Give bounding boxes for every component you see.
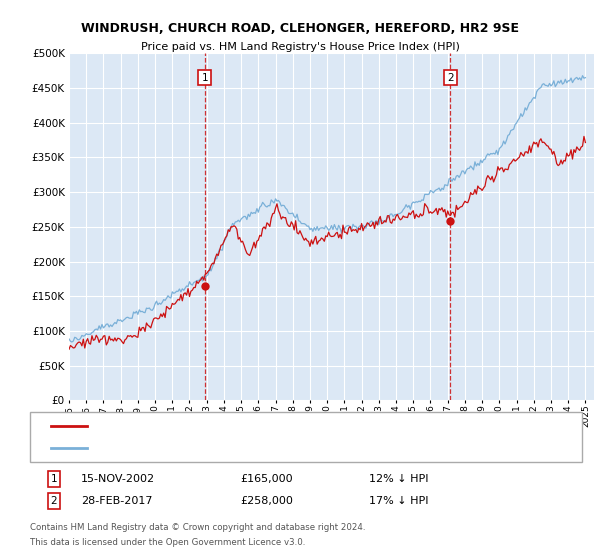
Text: 1: 1 [50,474,58,484]
Text: 2: 2 [50,496,58,506]
Text: Price paid vs. HM Land Registry's House Price Index (HPI): Price paid vs. HM Land Registry's House … [140,42,460,52]
Text: 1: 1 [202,72,208,82]
Text: 12% ↓ HPI: 12% ↓ HPI [369,474,428,484]
Text: £165,000: £165,000 [240,474,293,484]
Text: HPI: Average price, detached house, Herefordshire: HPI: Average price, detached house, Here… [93,443,346,453]
Text: 28-FEB-2017: 28-FEB-2017 [81,496,152,506]
Text: £258,000: £258,000 [240,496,293,506]
Text: 17% ↓ HPI: 17% ↓ HPI [369,496,428,506]
Text: 15-NOV-2002: 15-NOV-2002 [81,474,155,484]
Text: WINDRUSH, CHURCH ROAD, CLEHONGER, HEREFORD, HR2 9SE: WINDRUSH, CHURCH ROAD, CLEHONGER, HEREFO… [81,22,519,35]
Text: 2: 2 [447,72,454,82]
Text: This data is licensed under the Open Government Licence v3.0.: This data is licensed under the Open Gov… [30,538,305,547]
Text: WINDRUSH, CHURCH ROAD, CLEHONGER, HEREFORD, HR2 9SE (detached house): WINDRUSH, CHURCH ROAD, CLEHONGER, HEREFO… [93,421,500,431]
Text: Contains HM Land Registry data © Crown copyright and database right 2024.: Contains HM Land Registry data © Crown c… [30,523,365,532]
